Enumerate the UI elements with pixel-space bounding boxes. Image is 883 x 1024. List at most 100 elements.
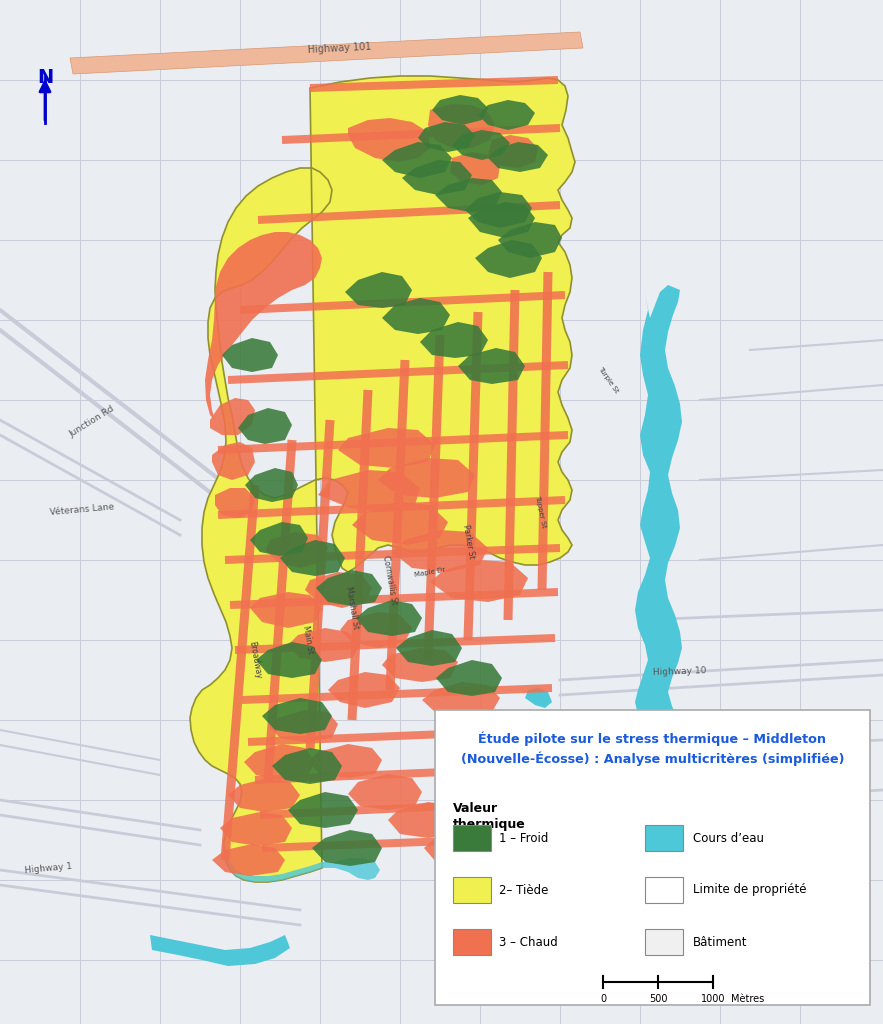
Polygon shape <box>212 442 255 480</box>
Text: Étude pilote sur le stress thermique – Middleton
(Nouvelle-Écosse) : Analyse mul: Étude pilote sur le stress thermique – M… <box>461 732 844 766</box>
Text: Limite de propriété: Limite de propriété <box>693 884 806 896</box>
Polygon shape <box>308 744 382 778</box>
Polygon shape <box>475 240 542 278</box>
Polygon shape <box>348 118 430 162</box>
Polygon shape <box>464 312 482 640</box>
Polygon shape <box>218 496 565 519</box>
Polygon shape <box>345 272 412 308</box>
Bar <box>453 929 491 955</box>
Polygon shape <box>262 698 332 734</box>
Polygon shape <box>432 95 488 125</box>
Polygon shape <box>265 532 328 568</box>
Polygon shape <box>282 124 560 144</box>
Polygon shape <box>224 852 380 882</box>
Text: 0: 0 <box>600 994 606 1004</box>
Polygon shape <box>503 290 519 621</box>
FancyBboxPatch shape <box>435 710 870 1005</box>
Polygon shape <box>318 470 420 512</box>
Polygon shape <box>378 458 475 498</box>
Polygon shape <box>386 359 410 690</box>
Polygon shape <box>478 100 535 130</box>
Text: Cornwallis St: Cornwallis St <box>381 555 399 605</box>
Polygon shape <box>338 428 435 468</box>
Text: Véterans Lane: Véterans Lane <box>49 503 115 517</box>
Polygon shape <box>422 682 500 718</box>
Text: Valeur
thermique: Valeur thermique <box>453 802 525 831</box>
Polygon shape <box>220 812 292 846</box>
Polygon shape <box>238 408 292 444</box>
Polygon shape <box>418 122 475 152</box>
Polygon shape <box>258 201 560 224</box>
Polygon shape <box>348 774 422 810</box>
Polygon shape <box>268 710 338 742</box>
Polygon shape <box>424 335 444 660</box>
Polygon shape <box>428 104 495 148</box>
Text: Highway 101: Highway 101 <box>308 41 372 54</box>
Polygon shape <box>424 830 498 866</box>
Polygon shape <box>250 522 308 556</box>
Bar <box>645 825 683 851</box>
Polygon shape <box>420 322 488 358</box>
Text: Maple Dr: Maple Dr <box>414 566 446 578</box>
Bar <box>645 877 683 903</box>
Polygon shape <box>221 484 260 860</box>
Text: 2– Tiède: 2– Tiède <box>499 884 548 896</box>
Text: 1 – Froid: 1 – Froid <box>499 831 548 845</box>
Text: 1000: 1000 <box>701 994 725 1004</box>
Text: Marshall St: Marshall St <box>343 586 360 630</box>
Polygon shape <box>225 544 560 564</box>
Polygon shape <box>255 764 540 784</box>
Polygon shape <box>388 802 462 838</box>
Polygon shape <box>306 420 335 751</box>
Text: Junction Rd: Junction Rd <box>68 404 117 439</box>
Text: 3 – Chaud: 3 – Chaud <box>499 936 558 948</box>
Polygon shape <box>312 830 382 866</box>
Polygon shape <box>228 778 300 812</box>
Polygon shape <box>250 592 322 628</box>
Text: Bâtiment: Bâtiment <box>693 936 748 948</box>
Polygon shape <box>230 588 558 609</box>
Text: Broadway: Broadway <box>247 640 263 680</box>
Polygon shape <box>150 935 290 966</box>
Polygon shape <box>488 142 548 172</box>
Bar <box>453 877 491 903</box>
Polygon shape <box>288 792 358 828</box>
Polygon shape <box>256 642 322 678</box>
Polygon shape <box>465 193 532 228</box>
Polygon shape <box>262 834 530 852</box>
Polygon shape <box>248 726 545 746</box>
Polygon shape <box>436 660 502 696</box>
Polygon shape <box>210 398 255 435</box>
Bar <box>645 929 683 955</box>
Polygon shape <box>452 130 510 160</box>
Text: Highway 1: Highway 1 <box>24 861 72 874</box>
Polygon shape <box>205 232 322 420</box>
Text: Main St: Main St <box>301 625 315 655</box>
Polygon shape <box>190 76 575 882</box>
Polygon shape <box>240 291 565 314</box>
Polygon shape <box>402 160 472 195</box>
Polygon shape <box>280 540 345 575</box>
Polygon shape <box>215 488 255 518</box>
Polygon shape <box>635 285 682 916</box>
Polygon shape <box>244 744 315 780</box>
Polygon shape <box>228 361 568 384</box>
Polygon shape <box>392 530 488 572</box>
Polygon shape <box>70 32 583 74</box>
Polygon shape <box>218 431 568 454</box>
Polygon shape <box>435 178 502 212</box>
Polygon shape <box>352 502 448 545</box>
Polygon shape <box>288 628 360 662</box>
Text: Parker St: Parker St <box>461 524 475 560</box>
Bar <box>453 825 491 851</box>
Polygon shape <box>316 570 382 606</box>
Polygon shape <box>340 612 412 648</box>
Polygon shape <box>468 202 535 238</box>
Polygon shape <box>235 634 555 654</box>
Polygon shape <box>488 135 538 168</box>
Polygon shape <box>222 338 278 372</box>
Text: Highway 10: Highway 10 <box>653 667 707 678</box>
Polygon shape <box>430 560 528 602</box>
Polygon shape <box>348 390 373 720</box>
Polygon shape <box>382 298 450 334</box>
